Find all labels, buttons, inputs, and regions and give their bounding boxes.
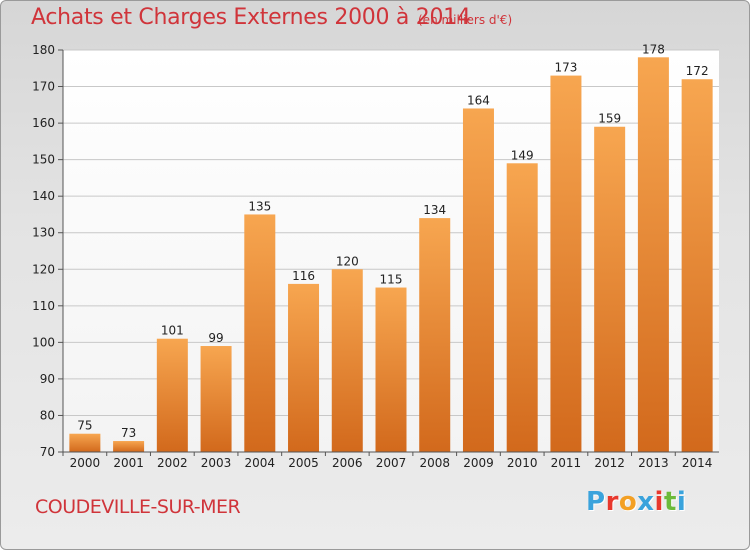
bar-2007 xyxy=(375,287,407,452)
y-tick-label: 140 xyxy=(32,189,55,203)
x-tick-label: 2012 xyxy=(594,456,625,470)
logo-letter: o xyxy=(618,487,638,517)
bar-2009 xyxy=(462,108,494,453)
bar-2010 xyxy=(506,163,538,453)
data-label-2007: 115 xyxy=(380,273,403,287)
x-tick-label: 2007 xyxy=(376,456,407,470)
data-label-2000: 75 xyxy=(77,419,92,433)
data-label-2001: 73 xyxy=(121,426,136,440)
bar-2013 xyxy=(637,57,669,453)
bar-2004 xyxy=(244,214,276,452)
x-tick-label: 2011 xyxy=(551,456,582,470)
data-label-2009: 164 xyxy=(467,93,490,107)
y-tick-label: 80 xyxy=(40,408,55,422)
location-name: COUDEVILLE-SUR-MER xyxy=(35,496,241,518)
data-label-2006: 120 xyxy=(336,254,359,268)
y-tick-label: 90 xyxy=(40,372,55,386)
bar-2002 xyxy=(156,338,188,452)
logo-letter: t xyxy=(663,487,677,517)
data-label-2002: 101 xyxy=(161,324,184,338)
bar-2005 xyxy=(288,283,320,452)
x-tick-label: 2014 xyxy=(682,456,713,470)
bar-2001 xyxy=(113,441,145,452)
logo-letter: r xyxy=(605,487,619,517)
x-tick-label: 2002 xyxy=(157,456,188,470)
y-tick-label: 150 xyxy=(32,153,55,167)
x-tick-label: 2000 xyxy=(70,456,101,470)
y-tick-label: 120 xyxy=(32,262,55,276)
logo-letter: i xyxy=(654,487,664,517)
data-label-2003: 99 xyxy=(208,331,223,345)
data-label-2011: 173 xyxy=(554,61,577,75)
y-tick-label: 130 xyxy=(32,226,55,240)
y-tick-label: 170 xyxy=(32,80,55,94)
bar-2008 xyxy=(419,218,451,452)
x-axis-ticks: 2000 2001 2002 2003 2004 2005 2006 2007 2008 2009… xyxy=(62,452,713,470)
x-tick-label: 2004 xyxy=(245,456,276,470)
x-tick-label: 2010 xyxy=(507,456,538,470)
data-label-2012: 159 xyxy=(598,112,621,126)
chart-subtitle: (en milliers d'€) xyxy=(418,13,513,27)
y-tick-label: 180 xyxy=(32,43,55,57)
data-labels: 75 73 101 99 135 116 120 115 134 164 149 173 159 178 1… xyxy=(77,42,708,440)
data-label-2005: 116 xyxy=(292,269,315,283)
bar-2003 xyxy=(200,346,232,452)
bar-2006 xyxy=(331,269,363,452)
x-tick-label: 2003 xyxy=(201,456,232,470)
y-tick-label: 70 xyxy=(40,445,55,459)
x-tick-label: 2005 xyxy=(288,456,319,470)
data-label-2010: 149 xyxy=(511,148,534,162)
x-tick-label: 2001 xyxy=(113,456,144,470)
y-axis-ticks: 70 80 90 100 110 120 130 140 150 160 170 180 xyxy=(32,43,63,459)
data-label-2014: 172 xyxy=(686,64,709,78)
logo-letter: x xyxy=(637,487,655,517)
chart-title: Achats et Charges Externes 2000 à 2014 xyxy=(31,5,471,30)
axes xyxy=(62,50,719,453)
data-label-2008: 134 xyxy=(423,203,446,217)
y-tick-label: 100 xyxy=(32,335,55,349)
bars xyxy=(69,57,713,453)
bar-2000 xyxy=(69,433,101,452)
bar-2014 xyxy=(681,79,713,453)
logo-letter: P xyxy=(586,487,606,517)
logo-letter: i xyxy=(676,487,687,517)
bar-2011 xyxy=(550,75,582,452)
y-tick-label: 110 xyxy=(32,299,55,313)
data-label-2004: 135 xyxy=(248,199,271,213)
x-tick-label: 2006 xyxy=(332,456,363,470)
x-tick-label: 2009 xyxy=(463,456,494,470)
x-tick-label: 2008 xyxy=(419,456,450,470)
x-tick-label: 2013 xyxy=(638,456,669,470)
data-label-2013: 178 xyxy=(642,42,665,56)
y-tick-label: 160 xyxy=(32,116,55,130)
proxiti-logo: Proxiti xyxy=(586,487,686,517)
bar-2012 xyxy=(594,126,626,452)
